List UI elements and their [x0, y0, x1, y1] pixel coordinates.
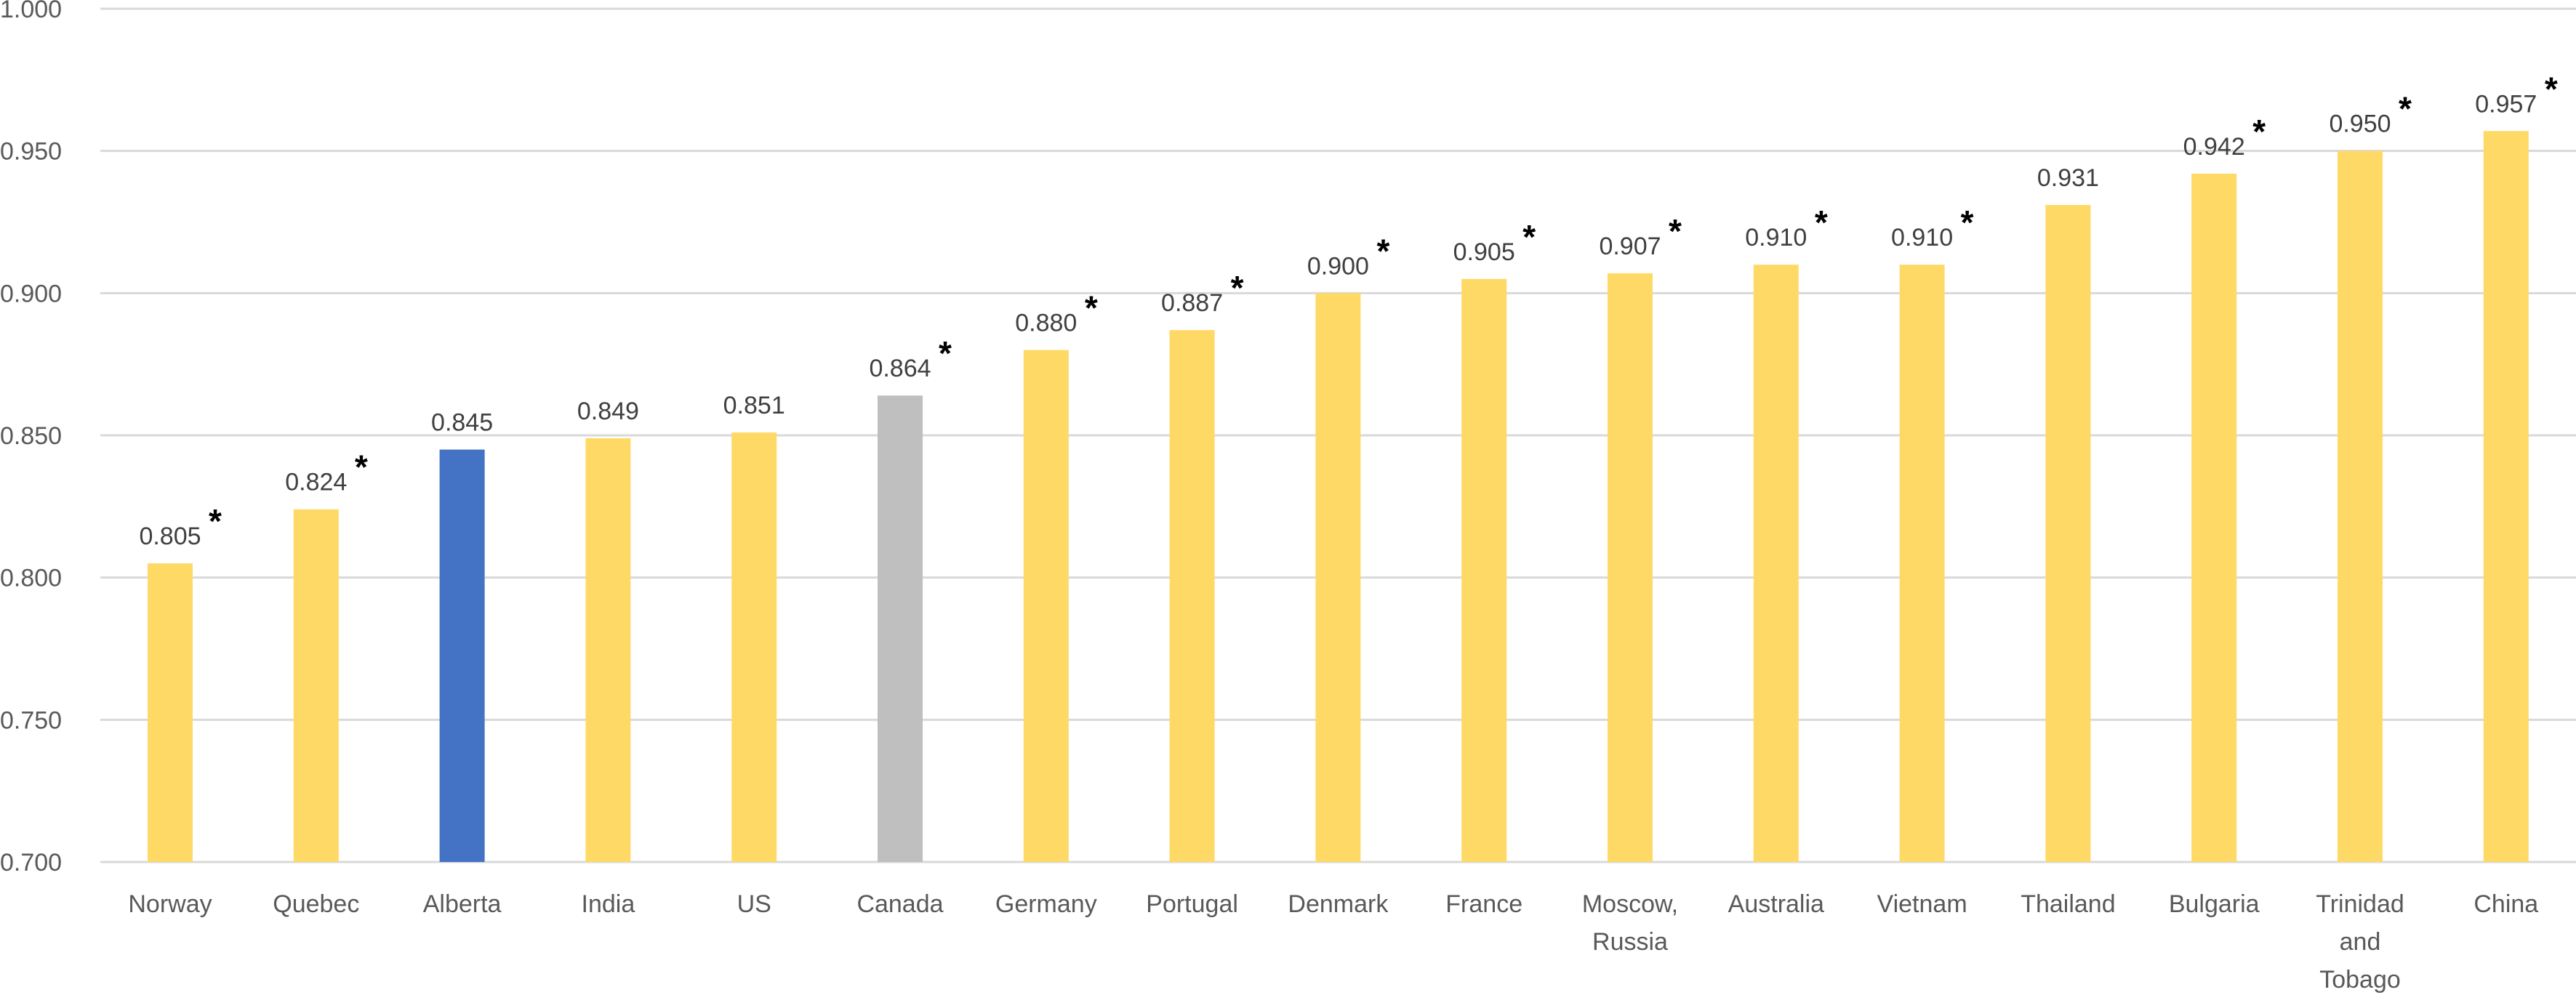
y-tick-label: 1.000 [0, 0, 62, 23]
category-label: Tobago [2319, 966, 2401, 994]
significance-marker: * [2545, 70, 2558, 108]
significance-marker: * [1085, 289, 1098, 327]
bar [1753, 265, 1799, 862]
category-label: Norway [128, 890, 212, 918]
bar [1608, 273, 1653, 862]
significance-marker: * [209, 502, 222, 540]
x-axis-category-labels: Norway Quebec Alberta India US Canada Germany P… [128, 890, 2538, 994]
data-label: 0.851 [723, 392, 785, 419]
significance-marker: * [355, 448, 368, 486]
category-label: Alberta [423, 890, 502, 918]
y-tick-label: 0.850 [0, 422, 62, 450]
category-label: Portugal [1146, 890, 1238, 918]
data-label: 0.805 [139, 523, 201, 550]
data-label: 0.864 [869, 355, 931, 382]
category-label: Australia [1728, 890, 1824, 918]
bar [731, 432, 777, 862]
category-label: Vietnam [1877, 890, 1967, 918]
category-label: Moscow, [1582, 890, 1678, 918]
data-label: 0.910 [1745, 224, 1807, 251]
category-label: and [2340, 928, 2381, 956]
y-axis-tick-labels: 0.700 0.750 0.800 0.850 0.900 0.950 1.000 [0, 0, 62, 877]
category-label: India [582, 890, 635, 918]
significance-marker: * [939, 334, 952, 372]
significance-marker: * [1231, 269, 1244, 307]
bar [1023, 350, 1069, 863]
y-tick-label: 0.900 [0, 280, 62, 307]
bar [148, 563, 193, 862]
category-label: Thailand [2021, 890, 2115, 918]
y-tick-label: 0.700 [0, 849, 62, 877]
bar [2338, 150, 2383, 862]
category-label: Canada [856, 890, 943, 918]
bar [878, 395, 923, 862]
bar [439, 449, 485, 862]
y-tick-label: 0.950 [0, 138, 62, 166]
data-label: 0.887 [1161, 289, 1223, 317]
data-label: 0.957 [2475, 90, 2537, 118]
bar [293, 509, 339, 862]
data-label: 0.845 [431, 409, 493, 437]
category-label: US [737, 890, 771, 918]
category-label: Russia [1592, 928, 1668, 956]
category-label: France [1445, 890, 1522, 918]
significance-marker: * [1376, 232, 1389, 270]
y-tick-label: 0.800 [0, 565, 62, 592]
bar [585, 438, 631, 862]
category-label: China [2473, 890, 2538, 918]
data-label: 0.905 [1453, 238, 1515, 266]
significance-marker: * [1961, 204, 1974, 241]
category-label: Bulgaria [2169, 890, 2260, 918]
bars [148, 131, 2529, 863]
data-label: 0.900 [1307, 252, 1369, 280]
data-label: 0.931 [2037, 164, 2099, 192]
bar [2045, 205, 2091, 862]
data-label: 0.849 [577, 398, 639, 425]
category-label: Denmark [1288, 890, 1389, 918]
significance-marker: * [2399, 90, 2412, 128]
data-label: 0.950 [2329, 110, 2391, 138]
bar [1169, 330, 1215, 862]
bar [1315, 293, 1361, 862]
category-label: Trinidad [2316, 890, 2404, 918]
data-label: 0.824 [285, 469, 347, 496]
y-tick-label: 0.750 [0, 706, 62, 734]
category-label: Germany [995, 890, 1097, 918]
significance-marker: * [1522, 218, 1536, 256]
category-label: Quebec [273, 890, 359, 918]
bar [1899, 265, 1945, 862]
bar [2483, 131, 2529, 863]
data-label: 0.942 [2183, 133, 2245, 161]
bar [2191, 173, 2237, 862]
significance-marker: * [1815, 204, 1828, 241]
data-label: 0.910 [1891, 224, 1953, 251]
data-label: 0.907 [1599, 233, 1661, 260]
significance-marker: * [1669, 212, 1682, 250]
significance-marker: * [2252, 113, 2266, 150]
data-label: 0.880 [1015, 310, 1077, 337]
bar [1461, 278, 1507, 862]
